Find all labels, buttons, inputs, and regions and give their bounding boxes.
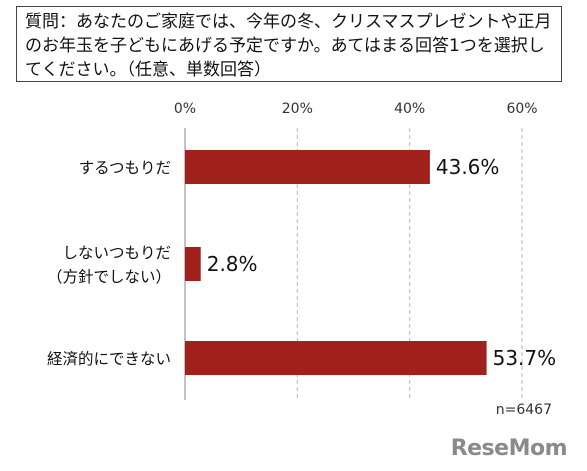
- category-label: しないつもりだ: [62, 244, 171, 262]
- bar: [185, 341, 487, 375]
- logo-text: ReseMom: [450, 436, 568, 461]
- category-label: するつもりだ: [79, 159, 171, 177]
- x-axis-ticks: 0% 20% 40% 60%: [174, 101, 538, 117]
- bar: [185, 247, 201, 281]
- bars: [185, 150, 487, 375]
- value-label: 2.8%: [207, 252, 258, 276]
- value-label: 43.6%: [436, 155, 500, 179]
- question-box: 質問：あなたのご家庭では、今年の冬、クリスマスプレゼントや正月のお年玉を子どもに…: [16, 6, 562, 82]
- resemom-logo: ReseMom: [450, 436, 568, 461]
- value-labels: 43.6% 2.8% 53.7%: [207, 155, 556, 370]
- category-label: （方針でしない）: [47, 268, 171, 286]
- sample-size-label: n=6467: [496, 402, 552, 418]
- bar: [185, 150, 430, 184]
- tick-label: 0%: [174, 101, 196, 117]
- category-label: 経済的にできない: [47, 350, 171, 368]
- question-text: 質問：あなたのご家庭では、今年の冬、クリスマスプレゼントや正月のお年玉を子どもに…: [25, 12, 552, 80]
- tick-label: 60%: [506, 101, 537, 117]
- tick-label: 20%: [282, 101, 313, 117]
- value-label: 53.7%: [493, 346, 557, 370]
- tick-label: 40%: [394, 101, 425, 117]
